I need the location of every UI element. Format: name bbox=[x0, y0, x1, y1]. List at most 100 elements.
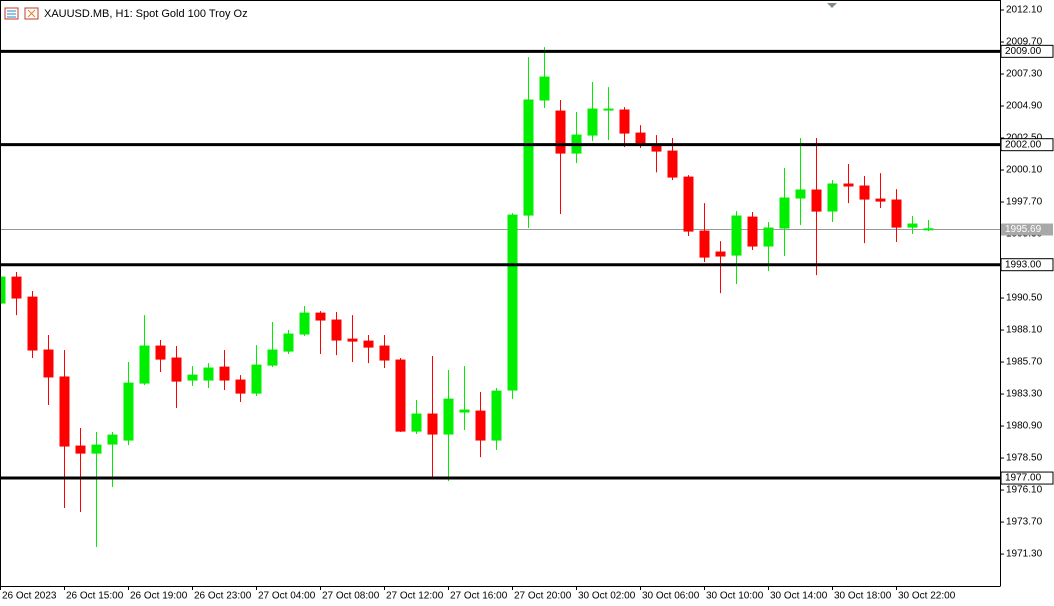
x-tick-label: 27 Oct 08:00 bbox=[322, 591, 380, 602]
candle-body bbox=[395, 359, 406, 432]
current-price-box bbox=[1001, 223, 1053, 236]
candle-body bbox=[523, 99, 534, 216]
level-label-box bbox=[1000, 471, 1054, 485]
y-tick-label: 1973.70 bbox=[1006, 517, 1043, 528]
candle-body bbox=[923, 228, 934, 231]
candle-body bbox=[379, 345, 390, 361]
candle-body bbox=[75, 445, 86, 454]
candle-body bbox=[235, 379, 246, 394]
candle-body bbox=[315, 312, 326, 321]
y-tick-label: 2012.10 bbox=[1006, 5, 1043, 16]
candle-body bbox=[539, 76, 550, 101]
candle-body bbox=[27, 296, 38, 351]
y-tick-label: 1985.70 bbox=[1006, 357, 1043, 368]
x-tick-label: 30 Oct 22:00 bbox=[898, 591, 956, 602]
candle-body bbox=[907, 223, 918, 228]
candle-body bbox=[603, 108, 614, 111]
level-label: 1977.00 bbox=[1005, 473, 1042, 484]
candle-body bbox=[699, 230, 710, 258]
x-tick-label: 27 Oct 04:00 bbox=[258, 591, 316, 602]
candle-body bbox=[139, 345, 150, 384]
current-price-label: 1995.69 bbox=[1005, 224, 1042, 235]
candle-body bbox=[827, 183, 838, 212]
level-label-box bbox=[1000, 44, 1054, 58]
candle-body bbox=[107, 434, 118, 445]
y-tick-label: 1971.30 bbox=[1006, 549, 1043, 560]
candle-body bbox=[187, 374, 198, 381]
candle-body bbox=[427, 413, 438, 435]
x-tick-label: 27 Oct 20:00 bbox=[514, 591, 572, 602]
candle-body bbox=[811, 189, 822, 212]
candle-body bbox=[283, 333, 294, 352]
candle-body bbox=[475, 410, 486, 441]
shift-marker bbox=[827, 3, 837, 8]
x-tick-label: 26 Oct 19:00 bbox=[130, 591, 188, 602]
candle-body bbox=[779, 197, 790, 229]
level-label-box bbox=[1000, 138, 1054, 152]
candle-body bbox=[347, 338, 358, 342]
candle-body bbox=[411, 413, 422, 432]
candle-body bbox=[267, 349, 278, 366]
y-tick-label: 2004.90 bbox=[1006, 101, 1043, 112]
y-tick-label: 2002.50 bbox=[1006, 133, 1043, 144]
candle-body bbox=[587, 108, 598, 136]
candle-body bbox=[715, 251, 726, 257]
candle-body bbox=[731, 215, 742, 256]
candle-body bbox=[363, 340, 374, 348]
x-tick-label: 30 Oct 10:00 bbox=[706, 591, 764, 602]
candle-body bbox=[203, 367, 214, 381]
x-tick-label: 30 Oct 14:00 bbox=[770, 591, 828, 602]
candle-body bbox=[91, 444, 102, 454]
candle-body bbox=[859, 185, 870, 200]
candle-body bbox=[251, 364, 262, 394]
x-tick-label: 27 Oct 16:00 bbox=[450, 591, 508, 602]
y-tick-label: 1976.10 bbox=[1006, 485, 1043, 496]
level-label: 2002.00 bbox=[1005, 139, 1042, 150]
y-tick-label: 2000.10 bbox=[1006, 165, 1043, 176]
x-tick-label: 26 Oct 15:00 bbox=[66, 591, 124, 602]
candle-body bbox=[123, 382, 134, 441]
y-tick-label: 1983.30 bbox=[1006, 389, 1043, 400]
candle-body bbox=[555, 110, 566, 154]
y-tick-label: 2009.70 bbox=[1006, 37, 1043, 48]
y-tick-label: 1990.50 bbox=[1006, 293, 1043, 304]
x-tick-label: 26 Oct 2023 bbox=[2, 591, 57, 602]
x-tick-label: 26 Oct 23:00 bbox=[194, 591, 252, 602]
candle-body bbox=[843, 183, 854, 187]
y-tick-label: 1997.70 bbox=[1006, 197, 1043, 208]
candle-body bbox=[795, 189, 806, 199]
chart-title: XAUUSD.MB, H1: Spot Gold 100 Troy Oz bbox=[44, 8, 248, 20]
candle-body bbox=[507, 214, 518, 391]
y-tick-label: 1978.50 bbox=[1006, 453, 1043, 464]
candle-body bbox=[219, 366, 230, 381]
x-tick-label: 30 Oct 02:00 bbox=[578, 591, 636, 602]
candle-body bbox=[875, 198, 886, 202]
candle-body bbox=[459, 409, 470, 413]
candle-body bbox=[43, 349, 54, 378]
y-tick-label: 1988.10 bbox=[1006, 325, 1043, 336]
candle-body bbox=[619, 109, 630, 134]
candle-body bbox=[891, 199, 902, 228]
y-tick-label: 1980.90 bbox=[1006, 421, 1043, 432]
candle-body bbox=[331, 319, 342, 341]
candle-body bbox=[667, 150, 678, 178]
candle-body bbox=[747, 216, 758, 247]
level-label: 1993.00 bbox=[1005, 259, 1042, 270]
x-tick-label: 30 Oct 18:00 bbox=[834, 591, 892, 602]
level-label-box bbox=[1000, 258, 1054, 272]
candle-body bbox=[171, 357, 182, 382]
symbol-icon bbox=[4, 7, 39, 20]
candle-body bbox=[683, 176, 694, 232]
level-label: 2009.00 bbox=[1005, 46, 1042, 57]
x-tick-label: 27 Oct 12:00 bbox=[386, 591, 444, 602]
candle-body bbox=[11, 276, 22, 299]
candle-body bbox=[155, 345, 166, 360]
candle-body bbox=[443, 398, 454, 435]
candle-body bbox=[299, 312, 310, 335]
y-tick-label: 2007.30 bbox=[1006, 69, 1043, 80]
candle-body bbox=[491, 390, 502, 441]
candle-body bbox=[59, 376, 70, 447]
plot-area bbox=[0, 47, 1000, 547]
candle-body bbox=[763, 227, 774, 247]
